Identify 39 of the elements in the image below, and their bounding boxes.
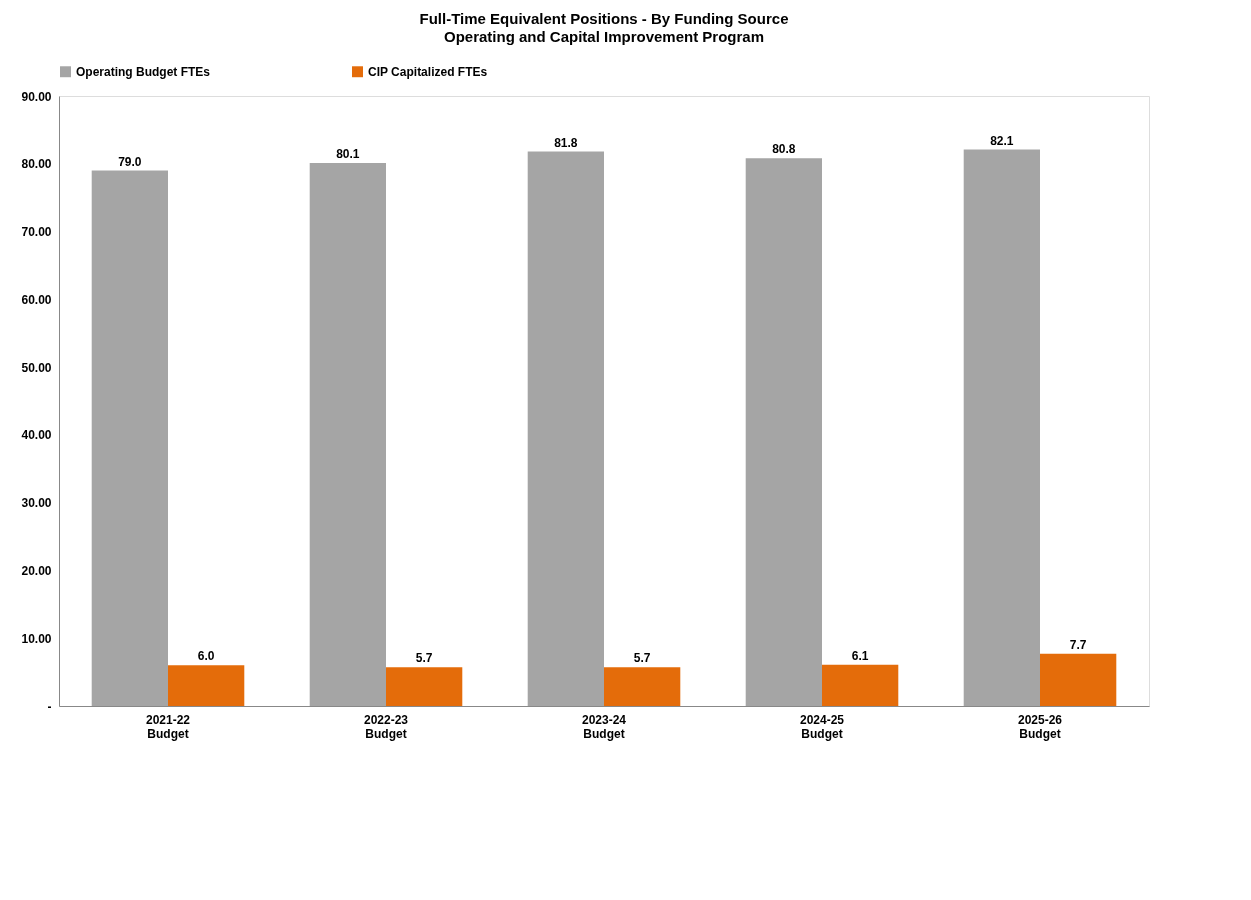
data-label: 82.1 bbox=[990, 133, 1014, 148]
y-tick-label: 50.00 bbox=[21, 360, 52, 375]
bar bbox=[963, 149, 1040, 706]
y-tick-label: 30.00 bbox=[21, 496, 52, 511]
x-tick-label: 2021-22 Budget bbox=[145, 712, 191, 741]
data-label: 79.0 bbox=[118, 154, 142, 169]
data-label: 5.7 bbox=[633, 651, 651, 666]
bar bbox=[1040, 653, 1117, 706]
data-label: 80.1 bbox=[336, 147, 360, 162]
x-tick-label: 2024-25 Budget bbox=[799, 712, 845, 741]
data-label: 6.1 bbox=[851, 648, 869, 663]
data-label: 80.8 bbox=[772, 142, 796, 157]
legend-label: CIP Capitalized FTEs bbox=[368, 64, 488, 79]
bar bbox=[822, 664, 899, 706]
y-tick-label: 40.00 bbox=[21, 428, 52, 443]
chart-title: Full-Time Equivalent Positions - By Funding Source bbox=[419, 10, 789, 27]
data-label: 6.0 bbox=[197, 649, 215, 664]
data-label: 5.7 bbox=[415, 651, 433, 666]
legend-label: Operating Budget FTEs bbox=[76, 64, 211, 79]
y-tick-label: 80.00 bbox=[21, 157, 52, 172]
y-tick-label: 60.00 bbox=[21, 292, 52, 307]
bar bbox=[527, 151, 604, 706]
bar bbox=[386, 667, 463, 706]
bar bbox=[91, 170, 168, 706]
chart-subtitle: Operating and Capital Improvement Program bbox=[443, 28, 765, 45]
bar bbox=[309, 163, 386, 706]
y-tick-label: 90.00 bbox=[21, 89, 52, 104]
x-tick-label: 2023-24 Budget bbox=[581, 712, 627, 741]
x-tick-label: 2025-26 Budget bbox=[1017, 712, 1063, 741]
data-label: 81.8 bbox=[554, 135, 578, 150]
bar bbox=[168, 665, 245, 706]
x-tick-label: 2022-23 Budget bbox=[363, 712, 409, 741]
y-tick-label: - bbox=[47, 699, 52, 714]
y-tick-label: 10.00 bbox=[21, 631, 52, 646]
y-tick-label: 70.00 bbox=[21, 225, 52, 240]
y-tick-label: 20.00 bbox=[21, 563, 52, 578]
data-label: 7.7 bbox=[1069, 637, 1087, 652]
bar bbox=[604, 667, 681, 706]
bar bbox=[745, 158, 822, 706]
